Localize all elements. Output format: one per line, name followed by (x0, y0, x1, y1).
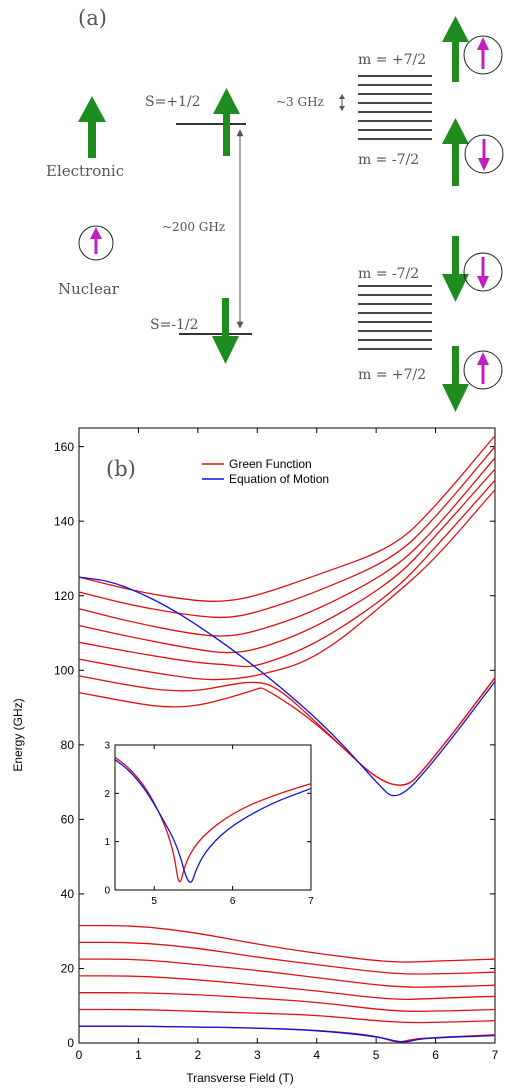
panel-b-label: (b) (106, 457, 136, 481)
lower-top-nuclear-down-icon (464, 253, 502, 291)
upper-top-label: m = +7/2 (358, 52, 426, 68)
y-tick-label: 0 (104, 886, 110, 897)
y-tick-label: 2 (104, 789, 110, 800)
legend: Green Function Equation of Motion (202, 457, 329, 486)
y-tick-label: 3 (104, 741, 110, 752)
inset-chart: 5 6 7 0 1 2 3 (104, 741, 314, 908)
y-tick-label: 20 (61, 962, 75, 976)
x-tick-label: 3 (254, 1048, 261, 1062)
y-axis-label: Energy (GHz) (11, 698, 25, 771)
y-tick-label: 140 (54, 514, 74, 528)
y-tick-label: 0 (67, 1036, 74, 1050)
series-line-green-function (79, 976, 495, 999)
upper-bottom-nuclear-down-icon (465, 135, 503, 173)
electronic-label: Electronic (46, 162, 124, 180)
series-line-green-function (79, 1026, 495, 1042)
y-tick-label: 120 (54, 589, 74, 603)
y-tick-label: 160 (54, 440, 74, 454)
x-tick-label: 2 (195, 1048, 202, 1062)
x-tick-label: 1 (135, 1048, 142, 1062)
hf-label: ~3 GHz (276, 95, 324, 109)
nuclear-spin-icon (79, 226, 113, 260)
y-tick-label: 60 (61, 813, 75, 827)
upper-manifold-levels (358, 76, 432, 139)
s-up-label: S=+1/2 (145, 94, 201, 110)
series-line-green-function (79, 490, 495, 680)
s-down-label: S=-1/2 (150, 317, 199, 333)
electronic-spin-arrow (78, 96, 106, 158)
x-tick-label: 6 (230, 896, 236, 907)
series-line-green-function (79, 942, 495, 974)
x-tick-label: 7 (308, 896, 314, 907)
lower-top-electron-arrow (442, 236, 469, 302)
y-tick-label: 40 (61, 887, 75, 901)
x-axis-label: Transverse Field (T) (186, 1071, 294, 1085)
nuclear-label: Nuclear (58, 280, 120, 298)
x-tick-label: 7 (492, 1048, 499, 1062)
legend-blue-label: Equation of Motion (229, 472, 329, 486)
s-down-arrow (212, 298, 239, 364)
series-line-green-function (79, 959, 495, 987)
x-tick-label: 5 (151, 896, 157, 907)
x-tick-label: 4 (313, 1048, 320, 1062)
y-tick-label: 1 (104, 837, 110, 848)
lower-bottom-nuclear-up-icon (464, 351, 502, 389)
panel-a-label: (a) (78, 6, 107, 30)
x-tick-label: 6 (432, 1048, 439, 1062)
panel-a: (a) Electronic Nuclear S=+1/2 S=-1/2 (46, 6, 503, 412)
x-tick-label: 5 (373, 1048, 380, 1062)
y-tick-label: 80 (61, 738, 75, 752)
y-tick-label: 100 (54, 663, 74, 677)
gap-label: ~200 GHz (162, 220, 225, 234)
lower-manifold-levels (358, 286, 432, 349)
lower-top-label: m = -7/2 (358, 266, 419, 282)
legend-red-label: Green Function (229, 457, 312, 471)
lower-bottom-label: m = +7/2 (358, 367, 426, 383)
x-tick-label: 0 (76, 1048, 83, 1062)
hf-double-arrow-icon (339, 94, 345, 111)
series-line-green-function (79, 993, 495, 1012)
main-chart-series (79, 436, 495, 1042)
inset-frame (115, 745, 311, 890)
upper-top-nuclear-up-icon (464, 36, 502, 74)
upper-bottom-label: m = -7/2 (358, 152, 419, 168)
lower-bottom-electron-arrow (442, 346, 469, 412)
s-up-arrow (213, 88, 240, 156)
